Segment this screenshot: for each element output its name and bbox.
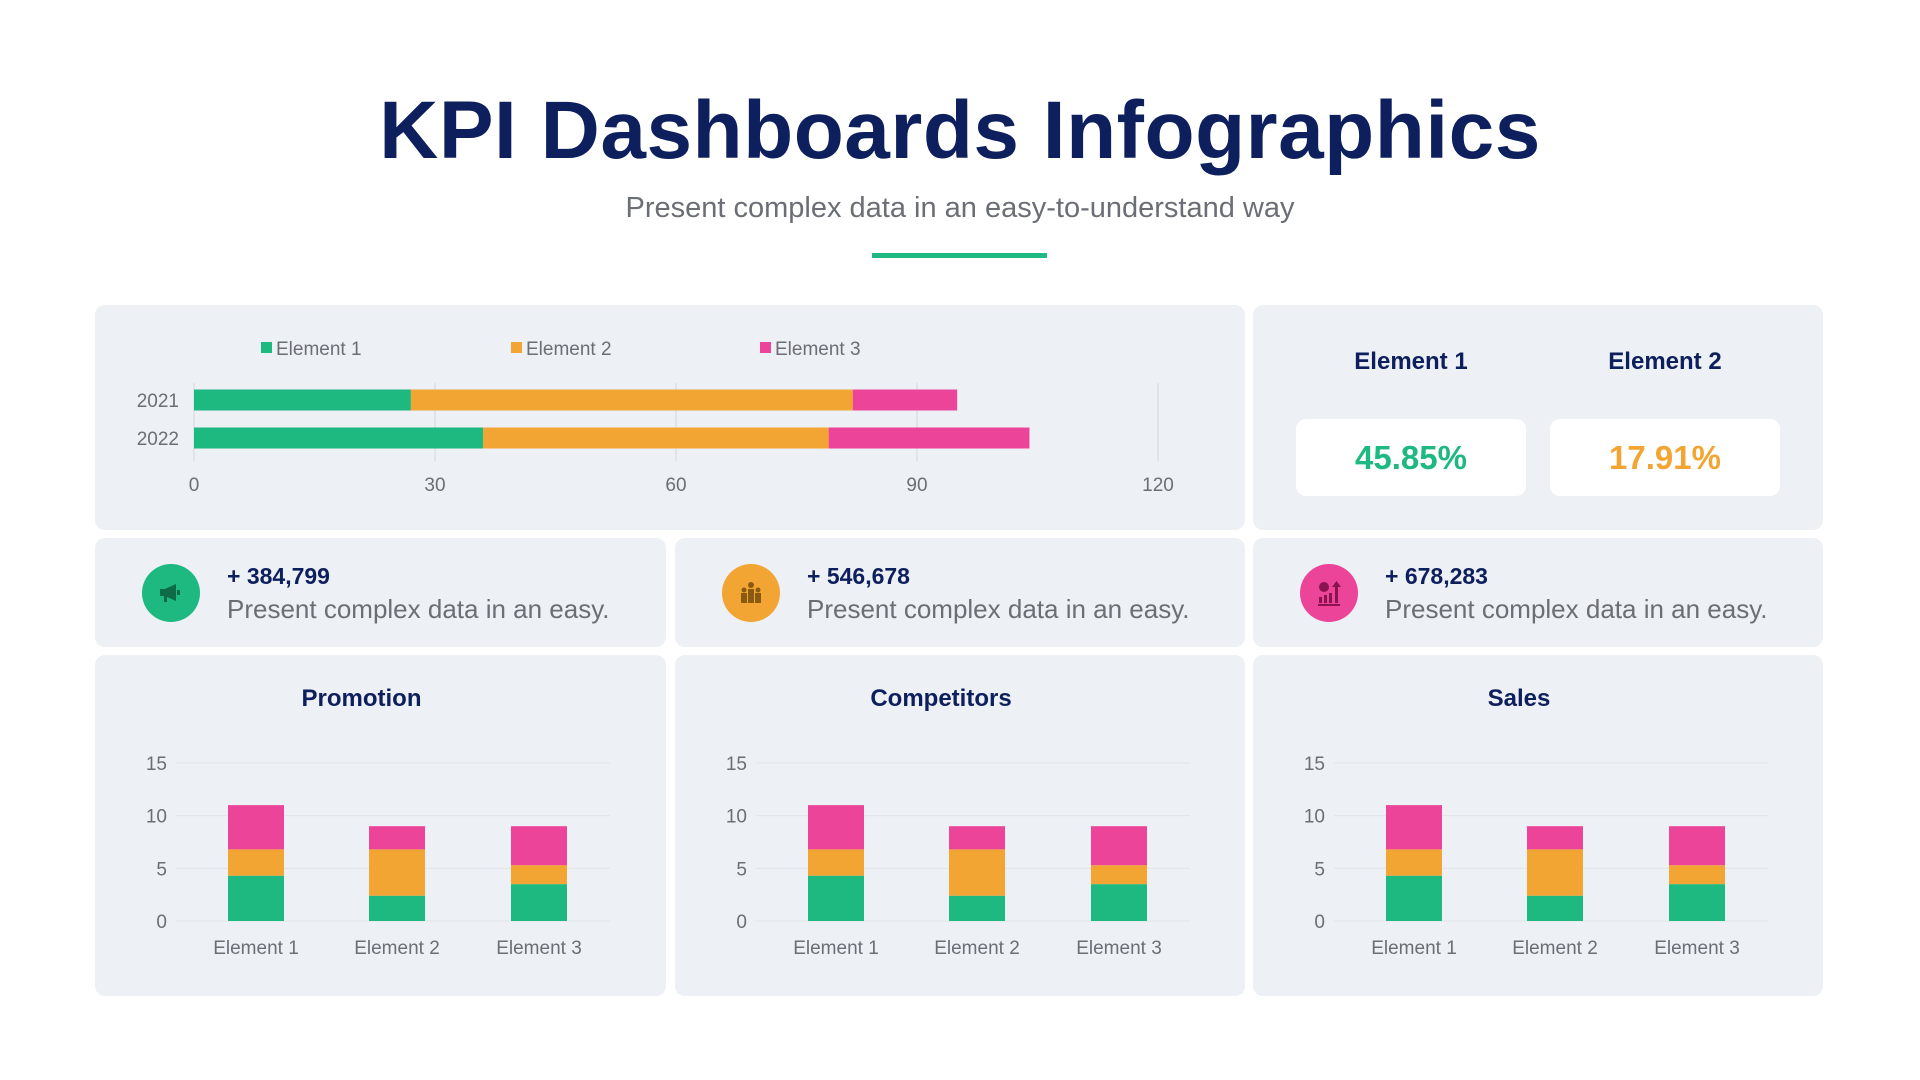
legend-swatch [261,342,272,353]
bar-segment-element-3-series-1 [1091,884,1147,921]
y-tick-label: 15 [726,754,747,775]
stat-description: Present complex data in an easy. [227,594,610,624]
bar-segment-element-1-series-1 [228,875,284,921]
title-underline [872,253,1047,258]
bar-segment-2021-element-2 [410,389,853,411]
bar-segment-2022-element-2 [483,427,829,449]
y-tick-label: 5 [736,859,747,880]
y-category-label: 2022 [137,429,179,450]
promotion-chart-panel: Promotion 0 5 10 15 Element 1 Element 2 Element… [95,655,666,996]
page-title: KPI Dashboards Infographics [379,85,1541,176]
bar-segment-element-1-series-3 [228,805,284,850]
bar-segment-element-3-series-2 [1669,865,1725,885]
bar-segment-element-2-series-3 [949,826,1005,850]
competitors-chart-panel: Competitors 0 5 10 15 Element 1 Element 2 Eleme… [675,655,1245,996]
kpi-label-element-1: Element 1 [1354,348,1468,375]
y-tick-label: 10 [146,807,167,828]
legend-label: Element 3 [775,339,861,360]
bar-segment-element-3-series-2 [511,865,567,885]
x-category-label: Element 3 [496,938,582,959]
horizontal-bar-panel: 0 30 60 90 120 2021 2022 Element 1 Element 2 Elem… [95,305,1245,530]
y-tick-label: 10 [726,807,747,828]
stat-card: + 678,283 Present complex data in an eas… [1253,538,1823,647]
horizontal-stacked-bar-chart: 0 30 60 90 120 2021 2022 Element 1 Element 2 Elem… [137,339,1174,496]
x-tick-label: 90 [906,475,927,496]
x-category-label: Element 1 [1371,938,1457,959]
bar-segment-element-3-series-2 [1091,865,1147,885]
promotion-stacked-bar-chart: Promotion 0 5 10 15 Element 1 Element 2 Element… [146,685,610,959]
y-tick-label: 15 [146,754,167,775]
x-tick-label: 30 [424,475,445,496]
money-growth-icon [1300,564,1358,622]
bar-segment-element-2-series-2 [1527,849,1583,896]
bar-segment-element-1-series-2 [1386,849,1442,876]
sales-stacked-bar-chart: Sales 0 5 10 15 Element 1 Element 2 Element 3 [1304,685,1768,959]
kpi-value-element-1: 45.85% [1296,419,1526,496]
bar-segment-2022-element-3 [828,427,1030,449]
bar-segment-element-2-series-2 [369,849,425,896]
kpi-panel [1253,305,1823,530]
chart-title: Promotion [302,685,422,712]
x-category-label: Element 1 [213,938,299,959]
y-tick-label: 15 [1304,754,1325,775]
page-subtitle: Present complex data in an easy-to-under… [625,192,1295,224]
x-category-label: Element 2 [934,938,1020,959]
legend-label: Element 2 [526,339,612,360]
bar-segment-element-2-series-1 [1527,895,1583,921]
bar-segment-element-1-series-3 [1386,805,1442,850]
x-tick-label: 60 [665,475,686,496]
chart-title: Sales [1488,685,1551,712]
bar-segment-element-2-series-3 [1527,826,1583,850]
bar-segment-2022-element-1 [194,427,484,449]
y-tick-label: 10 [1304,807,1325,828]
bar-segment-element-1-series-1 [1386,875,1442,921]
stat-value: + 546,678 [807,563,910,589]
stat-description: Present complex data in an easy. [1385,594,1768,624]
stat-value: + 678,283 [1385,563,1488,589]
bar-segment-element-3-series-1 [511,884,567,921]
stat-card: + 384,799 Present complex data in an eas… [95,538,666,647]
y-tick-label: 0 [736,912,747,933]
bar-segment-element-2-series-1 [369,895,425,921]
y-tick-label: 5 [156,859,167,880]
legend-swatch [760,342,771,353]
y-tick-label: 5 [1314,859,1325,880]
bar-segment-element-1-series-1 [808,875,864,921]
bar-segment-element-3-series-1 [1669,884,1725,921]
x-category-label: Element 2 [354,938,440,959]
x-category-label: Element 1 [793,938,879,959]
bar-segment-element-3-series-3 [1669,826,1725,866]
bar-segment-element-3-series-3 [1091,826,1147,866]
bar-segment-2021-element-3 [852,389,958,411]
competitors-icon [722,564,780,622]
stat-description: Present complex data in an easy. [807,594,1190,624]
kpi-label-element-2: Element 2 [1608,348,1722,375]
x-tick-label: 0 [189,475,200,496]
bar-segment-element-1-series-2 [228,849,284,876]
bar-segment-element-1-series-3 [808,805,864,850]
megaphone-icon [142,564,200,622]
kpi-value-element-2: 17.91% [1550,419,1780,496]
sales-chart-panel: Sales 0 5 10 15 Element 1 Element 2 Element 3 [1253,655,1823,996]
bar-segment-element-2-series-2 [949,849,1005,896]
competitors-stacked-bar-chart: Competitors 0 5 10 15 Element 1 Element 2 Eleme… [726,685,1190,959]
y-category-label: 2021 [137,391,179,412]
x-category-label: Element 3 [1654,938,1740,959]
bar-segment-element-2-series-1 [949,895,1005,921]
y-tick-label: 0 [1314,912,1325,933]
x-category-label: Element 3 [1076,938,1162,959]
bar-segment-element-1-series-2 [808,849,864,876]
x-tick-label: 120 [1142,475,1174,496]
chart-title: Competitors [870,685,1011,712]
bar-segment-element-3-series-3 [511,826,567,866]
stat-card: + 546,678 Present complex data in an eas… [675,538,1245,647]
bar-segment-element-2-series-3 [369,826,425,850]
legend-label: Element 1 [276,339,362,360]
y-tick-label: 0 [156,912,167,933]
x-category-label: Element 2 [1512,938,1598,959]
stat-value: + 384,799 [227,563,330,589]
bar-segment-2021-element-1 [194,389,411,411]
legend-swatch [511,342,522,353]
